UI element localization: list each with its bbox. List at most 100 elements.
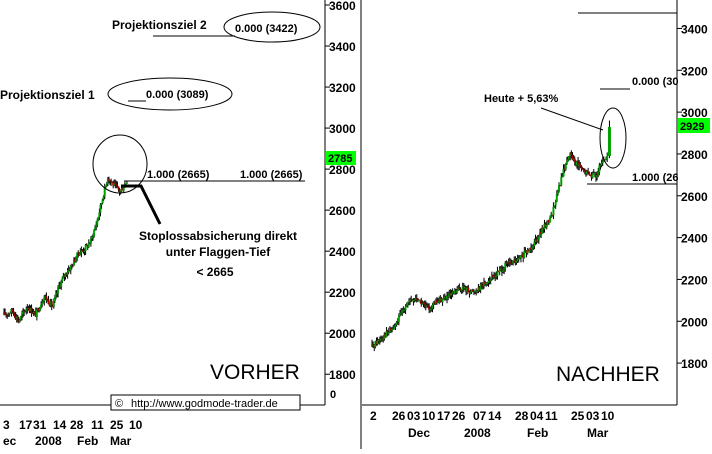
right-candle-body bbox=[409, 299, 412, 302]
right-candle-body bbox=[476, 291, 479, 293]
right-candle-body bbox=[388, 328, 391, 333]
right-candle-body bbox=[535, 239, 538, 242]
right-y-tick-label: 1800 bbox=[681, 357, 708, 371]
right-candle-body bbox=[472, 291, 475, 293]
right-candle-body bbox=[470, 289, 473, 293]
left-candle-body bbox=[81, 250, 84, 252]
left-candle-body bbox=[114, 183, 117, 185]
left-chart: 1800 2000 2200 2400 2600 2800 3000 3200 3400 3600… bbox=[0, 0, 362, 449]
right-candle-body bbox=[515, 260, 518, 263]
left-x-tick-label: 3 bbox=[3, 418, 10, 432]
left-candle-body bbox=[112, 182, 115, 186]
right-candle-body bbox=[421, 303, 424, 305]
right-candle-body bbox=[598, 165, 601, 173]
right-candle-body bbox=[551, 214, 554, 216]
right-candle-body bbox=[591, 173, 594, 178]
right-candle-body bbox=[466, 287, 469, 292]
right-current-price-box bbox=[678, 118, 710, 133]
left-candle-body bbox=[53, 297, 56, 302]
right-candle-body bbox=[414, 298, 417, 300]
right-candle-body bbox=[523, 251, 526, 258]
right-candle-body bbox=[475, 290, 478, 292]
right-candle-body bbox=[400, 312, 403, 314]
projektionsziel-1-value: 0.000 (3089) bbox=[146, 89, 209, 101]
left-candle-body bbox=[96, 220, 99, 225]
right-candle-body bbox=[508, 261, 511, 263]
right-candle-body bbox=[509, 261, 512, 263]
right-candle-body bbox=[549, 217, 552, 223]
right-candle-body bbox=[493, 276, 496, 278]
right-candle-body bbox=[437, 301, 440, 303]
right-candle-body bbox=[582, 168, 585, 171]
left-candle-body bbox=[43, 296, 46, 302]
left-candle-body bbox=[40, 304, 43, 309]
left-candle-body bbox=[37, 308, 40, 311]
left-candle-body bbox=[7, 313, 10, 315]
right-candle-body bbox=[588, 172, 591, 175]
right-y-ticks: 1800 2000 2200 2400 2600 2800 3000 3200 3400 bbox=[677, 22, 708, 371]
right-candle-body bbox=[375, 341, 378, 345]
left-candle-body bbox=[88, 243, 91, 245]
left-candle-body bbox=[122, 187, 125, 191]
right-candle-body bbox=[556, 191, 559, 194]
right-chart: 1800 2000 2200 2400 2600 2800 3000 3200 3400 2 26… bbox=[362, 0, 710, 440]
right-candle-body bbox=[378, 340, 381, 342]
right-candle-body bbox=[420, 299, 423, 305]
right-y-tick-label: 2400 bbox=[681, 232, 708, 246]
projektionsziel-2-label: Projektionsziel 2 bbox=[112, 18, 207, 32]
right-candle-body bbox=[484, 281, 487, 285]
right-candle-body bbox=[432, 302, 435, 305]
left-candle-body bbox=[63, 275, 66, 277]
left-candle-body bbox=[118, 189, 121, 192]
right-month-label: Mar bbox=[587, 426, 609, 440]
right-candle-body bbox=[488, 280, 491, 282]
right-candle-body bbox=[521, 254, 524, 256]
left-candle-body bbox=[109, 180, 111, 182]
watermark-url: http://www.godmode-trader.de bbox=[131, 398, 278, 410]
right-candle-body bbox=[413, 299, 416, 301]
right-y-tick-label: 2600 bbox=[681, 190, 708, 204]
left-candle-body bbox=[68, 269, 71, 271]
left-candles bbox=[3, 176, 128, 324]
right-candle-body bbox=[580, 166, 583, 169]
left-candle-body bbox=[21, 314, 24, 317]
right-candle-body bbox=[516, 258, 519, 261]
right-candle-body bbox=[577, 161, 580, 167]
right-candle-body bbox=[593, 173, 596, 175]
left-candle-body bbox=[13, 313, 16, 317]
left-candle-body bbox=[83, 250, 86, 252]
right-candle-body bbox=[571, 154, 574, 160]
right-candle-body bbox=[511, 262, 513, 264]
left-y-tick-label: 2200 bbox=[329, 286, 356, 300]
left-candle-body bbox=[90, 236, 93, 239]
right-candle-body bbox=[527, 250, 530, 252]
right-candle-body bbox=[514, 259, 517, 263]
right-candle-body bbox=[575, 161, 578, 166]
left-candle-body bbox=[99, 204, 102, 213]
right-x-tick-label: 26 bbox=[392, 409, 406, 423]
left-candle-body bbox=[104, 185, 107, 188]
left-candle-body bbox=[59, 285, 62, 287]
heute-pointer bbox=[540, 107, 604, 131]
right-candle-body bbox=[403, 309, 406, 311]
left-candle-body bbox=[62, 275, 65, 279]
right-x-tick-label: 25 bbox=[571, 409, 585, 423]
left-candle-body bbox=[3, 312, 5, 315]
left-candle-body bbox=[6, 314, 9, 316]
left-chart-background bbox=[0, 0, 362, 449]
right-candle-body bbox=[483, 281, 485, 286]
left-y-tick-label: 3400 bbox=[329, 40, 356, 54]
right-candle-body bbox=[382, 338, 385, 340]
right-candle-body bbox=[401, 310, 404, 313]
right-candle-body bbox=[394, 324, 397, 327]
right-candle-body bbox=[517, 258, 520, 260]
right-current-price-label: 2929 bbox=[680, 121, 704, 133]
right-candle-body bbox=[480, 284, 483, 286]
stop-level-value-b: 1.000 (2665) bbox=[240, 169, 303, 181]
stop-level-value-a: 1.000 (2665) bbox=[147, 169, 210, 181]
left-candle-body bbox=[26, 308, 29, 310]
right-month-label: Dec bbox=[408, 426, 430, 440]
right-candle-body bbox=[411, 300, 414, 302]
